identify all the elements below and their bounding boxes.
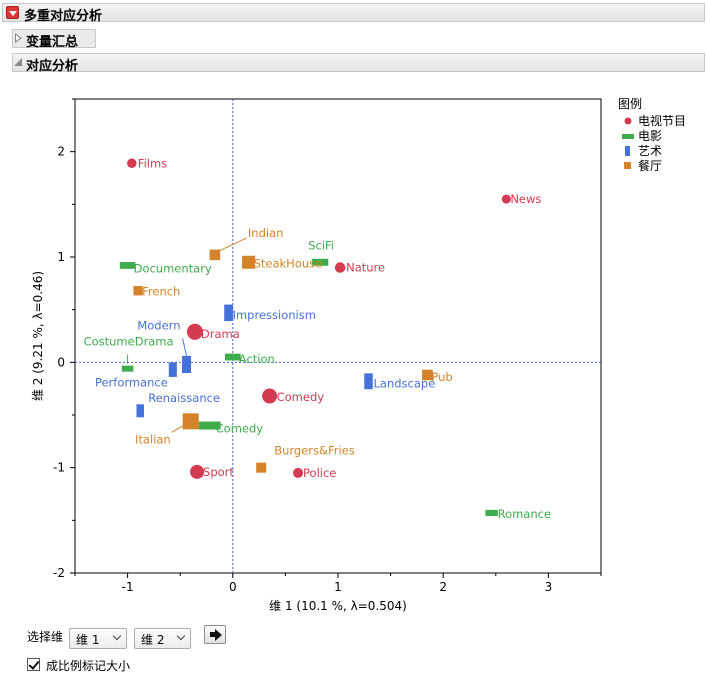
legend-marker-tv (624, 117, 632, 125)
correspondence-plot[interactable]: -1 0 1 2 3 -2 -1 0 1 2 维 1 (10.1 %, λ=0.504) 维 2 (9… (0, 0, 707, 620)
section-title-summary: 变量汇总 (26, 35, 79, 50)
x-axis-label: 维 1 (10.1 %, λ=0.504) (269, 599, 407, 613)
legend-marker-movie (622, 134, 634, 139)
restaurant-label: Burgers&Fries (274, 444, 355, 458)
label-leader-line (182, 338, 187, 356)
report-title-bar[interactable]: 多重对应分析 (2, 3, 705, 24)
label-leader-line (171, 424, 184, 433)
restaurant-marker-french[interactable] (133, 286, 143, 296)
movie-marker-romance[interactable] (485, 509, 498, 517)
restaurant-marker-italian[interactable] (182, 413, 199, 430)
tv-marker-police[interactable] (293, 467, 304, 478)
art-marker-landscape[interactable] (364, 373, 373, 390)
dimension-x-value: 维 1 (76, 633, 100, 647)
tv-marker-news[interactable] (501, 194, 511, 204)
y-tick-label: 0 (57, 355, 65, 369)
dimension-y-select[interactable]: 维 2 (134, 628, 191, 649)
x-tick-label: 1 (334, 580, 342, 594)
red-triangle-menu-icon[interactable] (6, 6, 19, 19)
disclosure-closed-icon[interactable] (15, 33, 22, 43)
restaurant-marker-pub[interactable] (422, 369, 433, 381)
legend-label-restaurant: 餐厅 (638, 158, 662, 173)
movie-label: Action (239, 352, 275, 366)
tv-label: News (510, 192, 541, 206)
tv-marker-films[interactable] (127, 158, 137, 169)
x-tick-label: -1 (122, 580, 134, 594)
art-label: Performance (95, 376, 168, 390)
x-tick-label: 0 (229, 580, 237, 594)
movie-marker-documentary[interactable] (119, 262, 136, 269)
y-tick-label: 2 (57, 145, 65, 159)
section-variable-summary[interactable]: 变量汇总 (12, 29, 96, 50)
art-marker-renaissance[interactable] (136, 404, 144, 418)
tv-marker-nature[interactable] (334, 262, 346, 273)
movie-marker-comedy[interactable] (198, 421, 221, 430)
dimension-label: 选择维 (27, 630, 64, 644)
movie-label: CostumeDrama (84, 335, 174, 349)
chevron-down-icon (112, 631, 122, 641)
x-tick-label: 3 (545, 580, 553, 594)
tv-label: Nature (346, 261, 385, 275)
tv-label: Comedy (277, 390, 325, 404)
dimension-y-value: 维 2 (141, 633, 165, 647)
restaurant-label: French (142, 285, 180, 299)
restaurant-marker-indian[interactable] (209, 249, 221, 261)
movie-label: Comedy (216, 422, 264, 436)
tv-marker-sport[interactable] (190, 464, 205, 479)
y-tick-label: 1 (57, 250, 65, 264)
go-arrow-button[interactable] (204, 625, 226, 644)
section-title-ca: 对应分析 (26, 59, 79, 74)
art-label: Impressionism (233, 308, 316, 322)
restaurant-marker-steakhouse[interactable] (242, 255, 256, 269)
restaurant-marker-burgers-fries[interactable] (256, 462, 267, 473)
restaurant-label: Italian (135, 432, 171, 446)
report-title: 多重对应分析 (24, 9, 103, 24)
tv-label: Police (303, 466, 336, 480)
legend-title: 图例 (618, 97, 642, 111)
disclosure-open-icon[interactable] (14, 58, 22, 66)
restaurant-label: Indian (248, 226, 284, 240)
art-marker-impressionism[interactable] (224, 304, 233, 322)
tv-label: Drama (201, 327, 240, 341)
movie-marker-action[interactable] (225, 353, 241, 361)
art-marker-modern[interactable] (182, 355, 192, 374)
dimension-x-select[interactable]: 维 1 (69, 628, 127, 649)
tv-label: Films (138, 156, 167, 170)
x-tick-label: 2 (439, 580, 447, 594)
movie-marker-costumedrama[interactable] (121, 365, 134, 372)
movie-label: SciFi (308, 238, 334, 252)
legend-marker-art (625, 146, 630, 156)
tv-marker-drama[interactable] (186, 323, 203, 340)
movie-marker-scifi[interactable] (311, 258, 329, 266)
scale-marker-label: 成比例标记大小 (46, 659, 131, 673)
legend-marker-restaurant (624, 162, 631, 169)
movie-label: Documentary (134, 261, 212, 275)
art-label: Modern (137, 318, 180, 332)
tv-label: Sport (203, 465, 234, 479)
restaurant-label: Pub (431, 370, 452, 384)
art-label: Landscape (374, 376, 436, 390)
legend-label-movie: 电影 (638, 129, 662, 143)
legend-label-art: 艺术 (638, 144, 662, 158)
scale-marker-checkbox[interactable] (27, 658, 40, 671)
legend-label-tv: 电视节目 (638, 113, 686, 128)
tv-marker-comedy[interactable] (262, 388, 278, 404)
art-marker-performance[interactable] (168, 362, 177, 377)
movie-label: Romance (498, 507, 551, 521)
label-leader-line (218, 237, 248, 252)
y-tick-label: -2 (53, 566, 65, 580)
section-correspondence-analysis[interactable]: 对应分析 (12, 53, 705, 74)
art-label: Renaissance (148, 391, 220, 405)
chevron-down-icon (176, 631, 186, 641)
plot-frame (74, 98, 602, 574)
y-tick-label: -1 (53, 461, 65, 475)
restaurant-label: SteakHouse (254, 256, 323, 270)
y-axis-label: 维 2 (9.21 %, λ=0.46) (31, 271, 45, 401)
